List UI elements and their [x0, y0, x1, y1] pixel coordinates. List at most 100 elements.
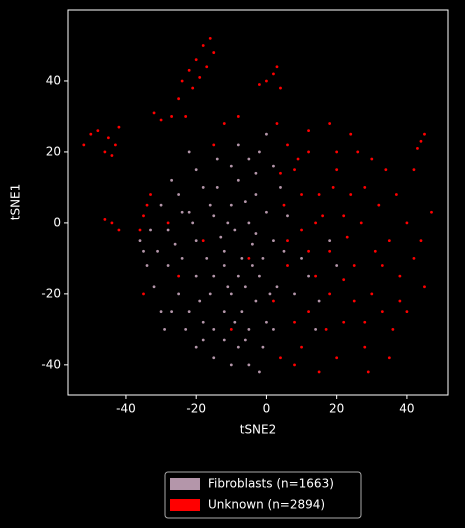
point	[335, 264, 339, 267]
point	[201, 186, 205, 189]
point	[110, 221, 114, 225]
point	[307, 274, 310, 278]
point	[198, 76, 202, 79]
point	[370, 292, 374, 296]
plot-frame	[67, 9, 449, 396]
point	[194, 58, 198, 62]
point	[106, 136, 110, 140]
point	[180, 79, 184, 83]
point	[265, 210, 268, 214]
point	[138, 228, 142, 232]
point	[215, 157, 219, 161]
point	[342, 320, 346, 324]
point	[142, 214, 145, 218]
point	[412, 168, 416, 172]
point	[170, 310, 174, 314]
point	[194, 239, 198, 243]
point	[145, 264, 149, 267]
point	[212, 356, 216, 360]
point	[177, 97, 181, 101]
point	[236, 143, 240, 147]
point	[363, 345, 367, 349]
point	[191, 86, 195, 90]
point	[373, 249, 377, 253]
point	[170, 178, 174, 182]
point	[307, 150, 310, 154]
point	[328, 292, 332, 296]
point	[300, 256, 303, 260]
point	[243, 338, 247, 342]
point	[272, 72, 275, 76]
y-tick-label: 0	[53, 215, 61, 229]
y-tick-label: 40	[46, 73, 61, 87]
point	[177, 274, 181, 278]
point	[205, 65, 209, 69]
point	[236, 115, 240, 118]
point	[194, 168, 198, 172]
point	[208, 36, 212, 40]
point	[159, 310, 163, 314]
point	[117, 228, 121, 232]
point	[275, 65, 279, 69]
point	[317, 299, 321, 303]
point	[222, 338, 226, 342]
point	[89, 132, 93, 136]
point	[261, 345, 265, 349]
point	[177, 193, 181, 196]
x-tick-label: 0	[263, 402, 271, 416]
point	[254, 299, 258, 303]
point	[236, 178, 240, 182]
point	[258, 370, 261, 374]
point	[187, 210, 191, 214]
point	[254, 193, 258, 196]
legend-box	[164, 471, 362, 519]
point	[342, 278, 346, 282]
point	[222, 249, 226, 253]
point	[328, 239, 332, 243]
point	[194, 345, 198, 349]
point	[187, 150, 191, 154]
point	[412, 256, 416, 260]
point	[430, 210, 433, 214]
point	[166, 264, 170, 267]
point	[142, 292, 145, 296]
point	[275, 122, 279, 125]
point	[222, 264, 226, 267]
point	[166, 228, 170, 232]
point	[265, 79, 268, 83]
point	[423, 285, 426, 289]
point	[201, 239, 205, 243]
point	[380, 310, 384, 314]
point	[152, 285, 156, 289]
point	[324, 327, 328, 331]
point	[156, 249, 159, 253]
point	[110, 154, 114, 157]
point	[258, 150, 261, 154]
point	[247, 157, 251, 161]
point	[233, 320, 237, 324]
point	[293, 320, 296, 324]
point	[331, 186, 335, 189]
point	[173, 242, 177, 246]
point	[272, 299, 275, 303]
x-tick-label: -20	[186, 402, 206, 416]
point	[307, 129, 310, 133]
point	[258, 83, 261, 86]
point	[250, 242, 254, 246]
point	[229, 363, 233, 367]
point	[391, 327, 395, 331]
point	[191, 221, 195, 225]
point	[201, 338, 205, 342]
point	[394, 193, 398, 196]
point	[416, 146, 419, 150]
point	[296, 157, 300, 161]
point	[405, 310, 409, 314]
point	[180, 256, 184, 260]
point	[300, 345, 303, 349]
point	[342, 214, 346, 218]
point	[279, 186, 282, 189]
point	[215, 186, 219, 189]
point	[293, 292, 296, 296]
point	[180, 210, 184, 214]
